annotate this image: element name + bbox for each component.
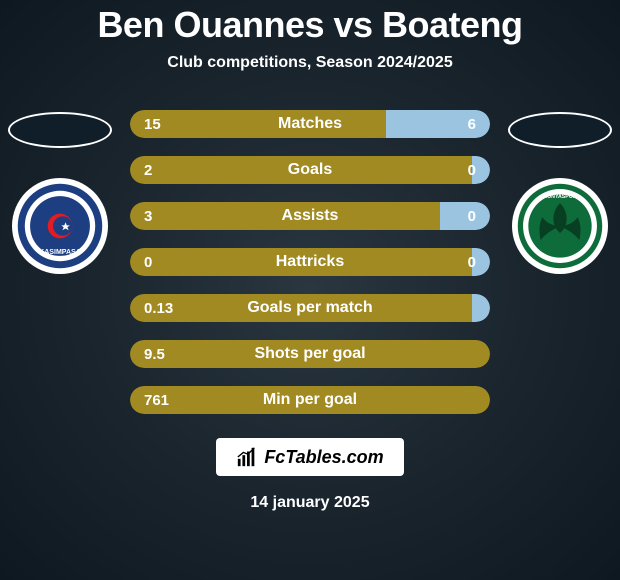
body-row: KASIMPAŞA Matches156 Goals20 Assists30 Hatt… (0, 110, 620, 414)
stat-row: Assists30 (130, 202, 490, 230)
stat-row: Matches156 (130, 110, 490, 138)
player-avatar-placeholder (508, 112, 612, 148)
player-avatar-placeholder (8, 112, 112, 148)
stat-row: Goals per match0.13 (130, 294, 490, 322)
brand-label: FcTables.com (264, 447, 383, 468)
stat-row: Hattricks00 (130, 248, 490, 276)
stat-bar-left (130, 202, 440, 230)
stat-bar-right (472, 248, 490, 276)
konyaspor-crest-icon: KONYASPOR (516, 182, 604, 270)
stat-bar-left (130, 340, 490, 368)
subtitle: Club competitions, Season 2024/2025 (167, 54, 452, 72)
stat-bar-right (472, 294, 490, 322)
right-player-column: KONYASPOR (500, 110, 620, 274)
stat-bar-right (472, 156, 490, 184)
brand-badge: FcTables.com (216, 438, 403, 476)
date-label: 14 january 2025 (250, 494, 369, 512)
stat-bar-left (130, 110, 386, 138)
stat-row: Min per goal761 (130, 386, 490, 414)
stat-bar-left (130, 294, 472, 322)
svg-text:KONYASPOR: KONYASPOR (543, 194, 577, 200)
left-player-column: KASIMPAŞA (0, 110, 120, 274)
comparison-card: Ben Ouannes vs Boateng Club competitions… (0, 0, 620, 580)
kasimpasa-crest-icon: KASIMPAŞA (16, 182, 104, 270)
footer: FcTables.com 14 january 2025 (216, 438, 403, 512)
right-club-crest: KONYASPOR (512, 178, 608, 274)
stat-row: Goals20 (130, 156, 490, 184)
svg-text:KASIMPAŞA: KASIMPAŞA (39, 249, 81, 256)
stat-bar-right (440, 202, 490, 230)
stat-bar-left (130, 248, 472, 276)
stat-bar-left (130, 386, 490, 414)
stat-bar-right (386, 110, 490, 138)
page-title: Ben Ouannes vs Boateng (97, 4, 522, 46)
stat-bars: Matches156 Goals20 Assists30 Hattricks00 Goa… (130, 110, 490, 414)
chart-icon (236, 446, 258, 468)
left-club-crest: KASIMPAŞA (12, 178, 108, 274)
stat-bar-left (130, 156, 472, 184)
stat-row: Shots per goal9.5 (130, 340, 490, 368)
